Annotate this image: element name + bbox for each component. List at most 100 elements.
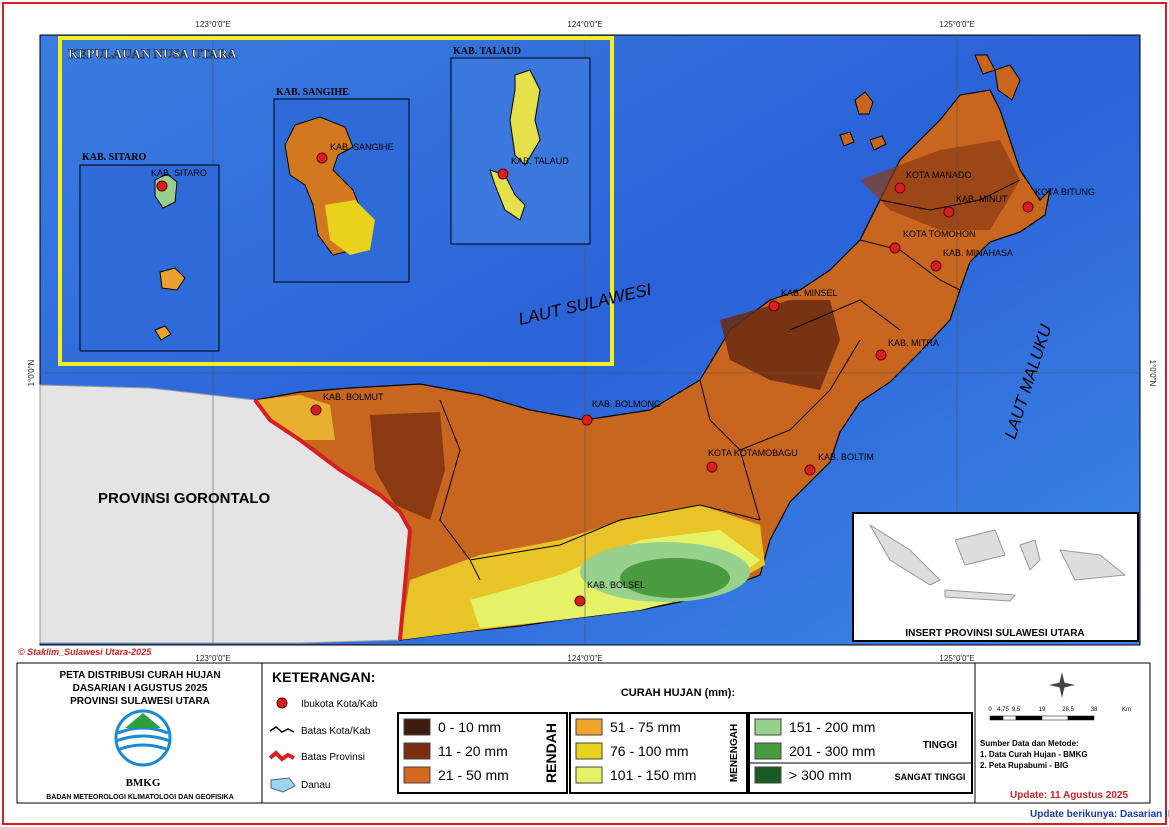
inset-box-title: KAB. TALAUD — [453, 46, 521, 57]
class-label: 51 - 75 mm — [610, 719, 681, 735]
place-label: KAB. MINAHASA — [943, 248, 1013, 258]
grid-label: 124°0'0"E — [567, 654, 602, 663]
place-label: KAB. SANGIHE — [330, 142, 394, 152]
class-swatch — [754, 766, 782, 784]
city-symbol — [276, 697, 288, 709]
group-label: TINGGI — [923, 740, 958, 751]
city-marker — [706, 461, 718, 473]
legend-heading: KETERANGAN: — [272, 669, 375, 685]
logo-text: BMKG — [126, 777, 161, 789]
province-boundary — [398, 511, 413, 641]
compass — [1049, 672, 1075, 698]
place-label: KOTA MANADO — [906, 170, 971, 180]
place-label: KAB. MITRA — [888, 338, 939, 348]
class-label: 0 - 10 mm — [438, 719, 501, 735]
class-box — [748, 712, 973, 794]
scale-bar — [1067, 715, 1095, 721]
zone-dark — [860, 140, 1020, 230]
class-box — [569, 712, 748, 794]
source: 2. Peta Rupabumi - BIG — [980, 761, 1068, 770]
city-marker — [310, 404, 322, 416]
scale-label: 38 — [1091, 707, 1098, 713]
class-swatch — [575, 742, 603, 760]
class-label: 21 - 50 mm — [438, 767, 509, 783]
city-marker — [889, 242, 901, 254]
district-symbol — [269, 726, 295, 733]
legend-symbol-label: Batas Provinsi — [301, 752, 365, 763]
place-label: KAB. TALAUD — [511, 156, 569, 166]
city-marker — [875, 349, 887, 361]
city-marker — [804, 464, 816, 476]
agency: BADAN METEOROLOGI KLIMATOLOGI DAN GEOFIS… — [46, 794, 234, 801]
city-marker — [930, 260, 942, 272]
place-label: KAB. BOLMUT — [323, 392, 384, 402]
map-title: DASARIAN I AGUSTUS 2025 — [73, 683, 208, 694]
scale-bar — [1041, 715, 1069, 721]
class-swatch — [403, 718, 431, 736]
city-marker — [156, 180, 168, 192]
zone-dark — [720, 300, 840, 390]
scale-label: 9,5 — [1012, 707, 1021, 713]
credit: © Staklim_Sulawesi Utara-2025 — [18, 647, 152, 657]
class-swatch — [403, 766, 431, 784]
scale-bar — [1002, 715, 1017, 721]
class-label: 101 - 150 mm — [610, 767, 696, 783]
scale-bar — [989, 715, 1004, 721]
place-label: KAB. MINSEL — [781, 288, 838, 298]
city-marker — [497, 168, 509, 180]
lake-symbol — [270, 777, 296, 793]
province-label: PROVINSI GORONTALO — [98, 490, 271, 507]
class-label: 11 - 20 mm — [438, 743, 508, 759]
class-swatch — [403, 742, 431, 760]
inset-title: KEPULAUAN NUSA UTARA — [68, 46, 237, 61]
source: 1. Data Curah Hujan - BMKG — [980, 750, 1088, 759]
class-swatch — [754, 718, 782, 736]
class-swatch — [575, 718, 603, 736]
grid-label: 1°0'0"N — [27, 359, 36, 386]
place-label: KAB. BOLTIM — [818, 452, 874, 462]
inset-box-title: KAB. SITARO — [82, 152, 146, 163]
island-sangihe — [325, 200, 375, 255]
insert-map — [869, 524, 1127, 602]
grid-label: 123°0'0"E — [195, 20, 230, 29]
next-update: Update berikunya: Dasarian II Agustus 20… — [1030, 809, 1169, 820]
city-marker — [894, 182, 906, 194]
province-boundary — [253, 398, 402, 514]
class-label: 201 - 300 mm — [789, 743, 875, 759]
map-title: PROVINSI SULAWESI UTARA — [70, 696, 210, 707]
grid-label: 1°0'0"N — [1148, 360, 1157, 387]
class-label: 151 - 200 mm — [789, 719, 875, 735]
class-swatch — [575, 766, 603, 784]
inset-box-title: KAB. SANGIHE — [276, 87, 349, 98]
city-marker — [768, 300, 780, 312]
zone-dark — [370, 412, 445, 520]
grid-label: 124°0'0"E — [567, 20, 602, 29]
class-box — [397, 712, 568, 794]
district-boundaries — [439, 179, 1021, 581]
island-talaud — [489, 69, 541, 221]
group-label: SANGAT TINGGI — [895, 772, 966, 782]
bmkg-logo — [125, 713, 161, 728]
group-label: MENENGAH — [729, 724, 740, 782]
city-marker — [316, 152, 328, 164]
class-label: 76 - 100 mm — [610, 743, 689, 759]
place-label: KAB. BOLSEL — [587, 580, 645, 590]
grid-label: 123°0'0"E — [195, 654, 230, 663]
city-marker — [943, 206, 955, 218]
place-label: KOTA KOTAMOBAGU — [708, 448, 798, 458]
place-label: KOTA TOMOHON — [903, 229, 976, 239]
legend-symbol-label: Danau — [301, 780, 330, 791]
place-label: KAB. BOLMONG — [592, 399, 661, 409]
insert-label: INSERT PROVINSI SULAWESI UTARA — [905, 628, 1084, 639]
legend-symbol-label: Batas Kota/Kab — [301, 726, 371, 737]
map-title: PETA DISTRIBUSI CURAH HUJAN — [59, 670, 220, 681]
place-label: KAB. SITARO — [151, 168, 207, 178]
place-label: KAB. MINUT — [956, 194, 1008, 204]
inset-box — [79, 164, 220, 352]
class-swatch — [754, 742, 782, 760]
rain-heading: CURAH HUJAN (mm): — [621, 687, 735, 699]
city-marker — [581, 414, 593, 426]
scale-label: Km — [1122, 707, 1131, 713]
group-label: RENDAH — [543, 723, 559, 783]
